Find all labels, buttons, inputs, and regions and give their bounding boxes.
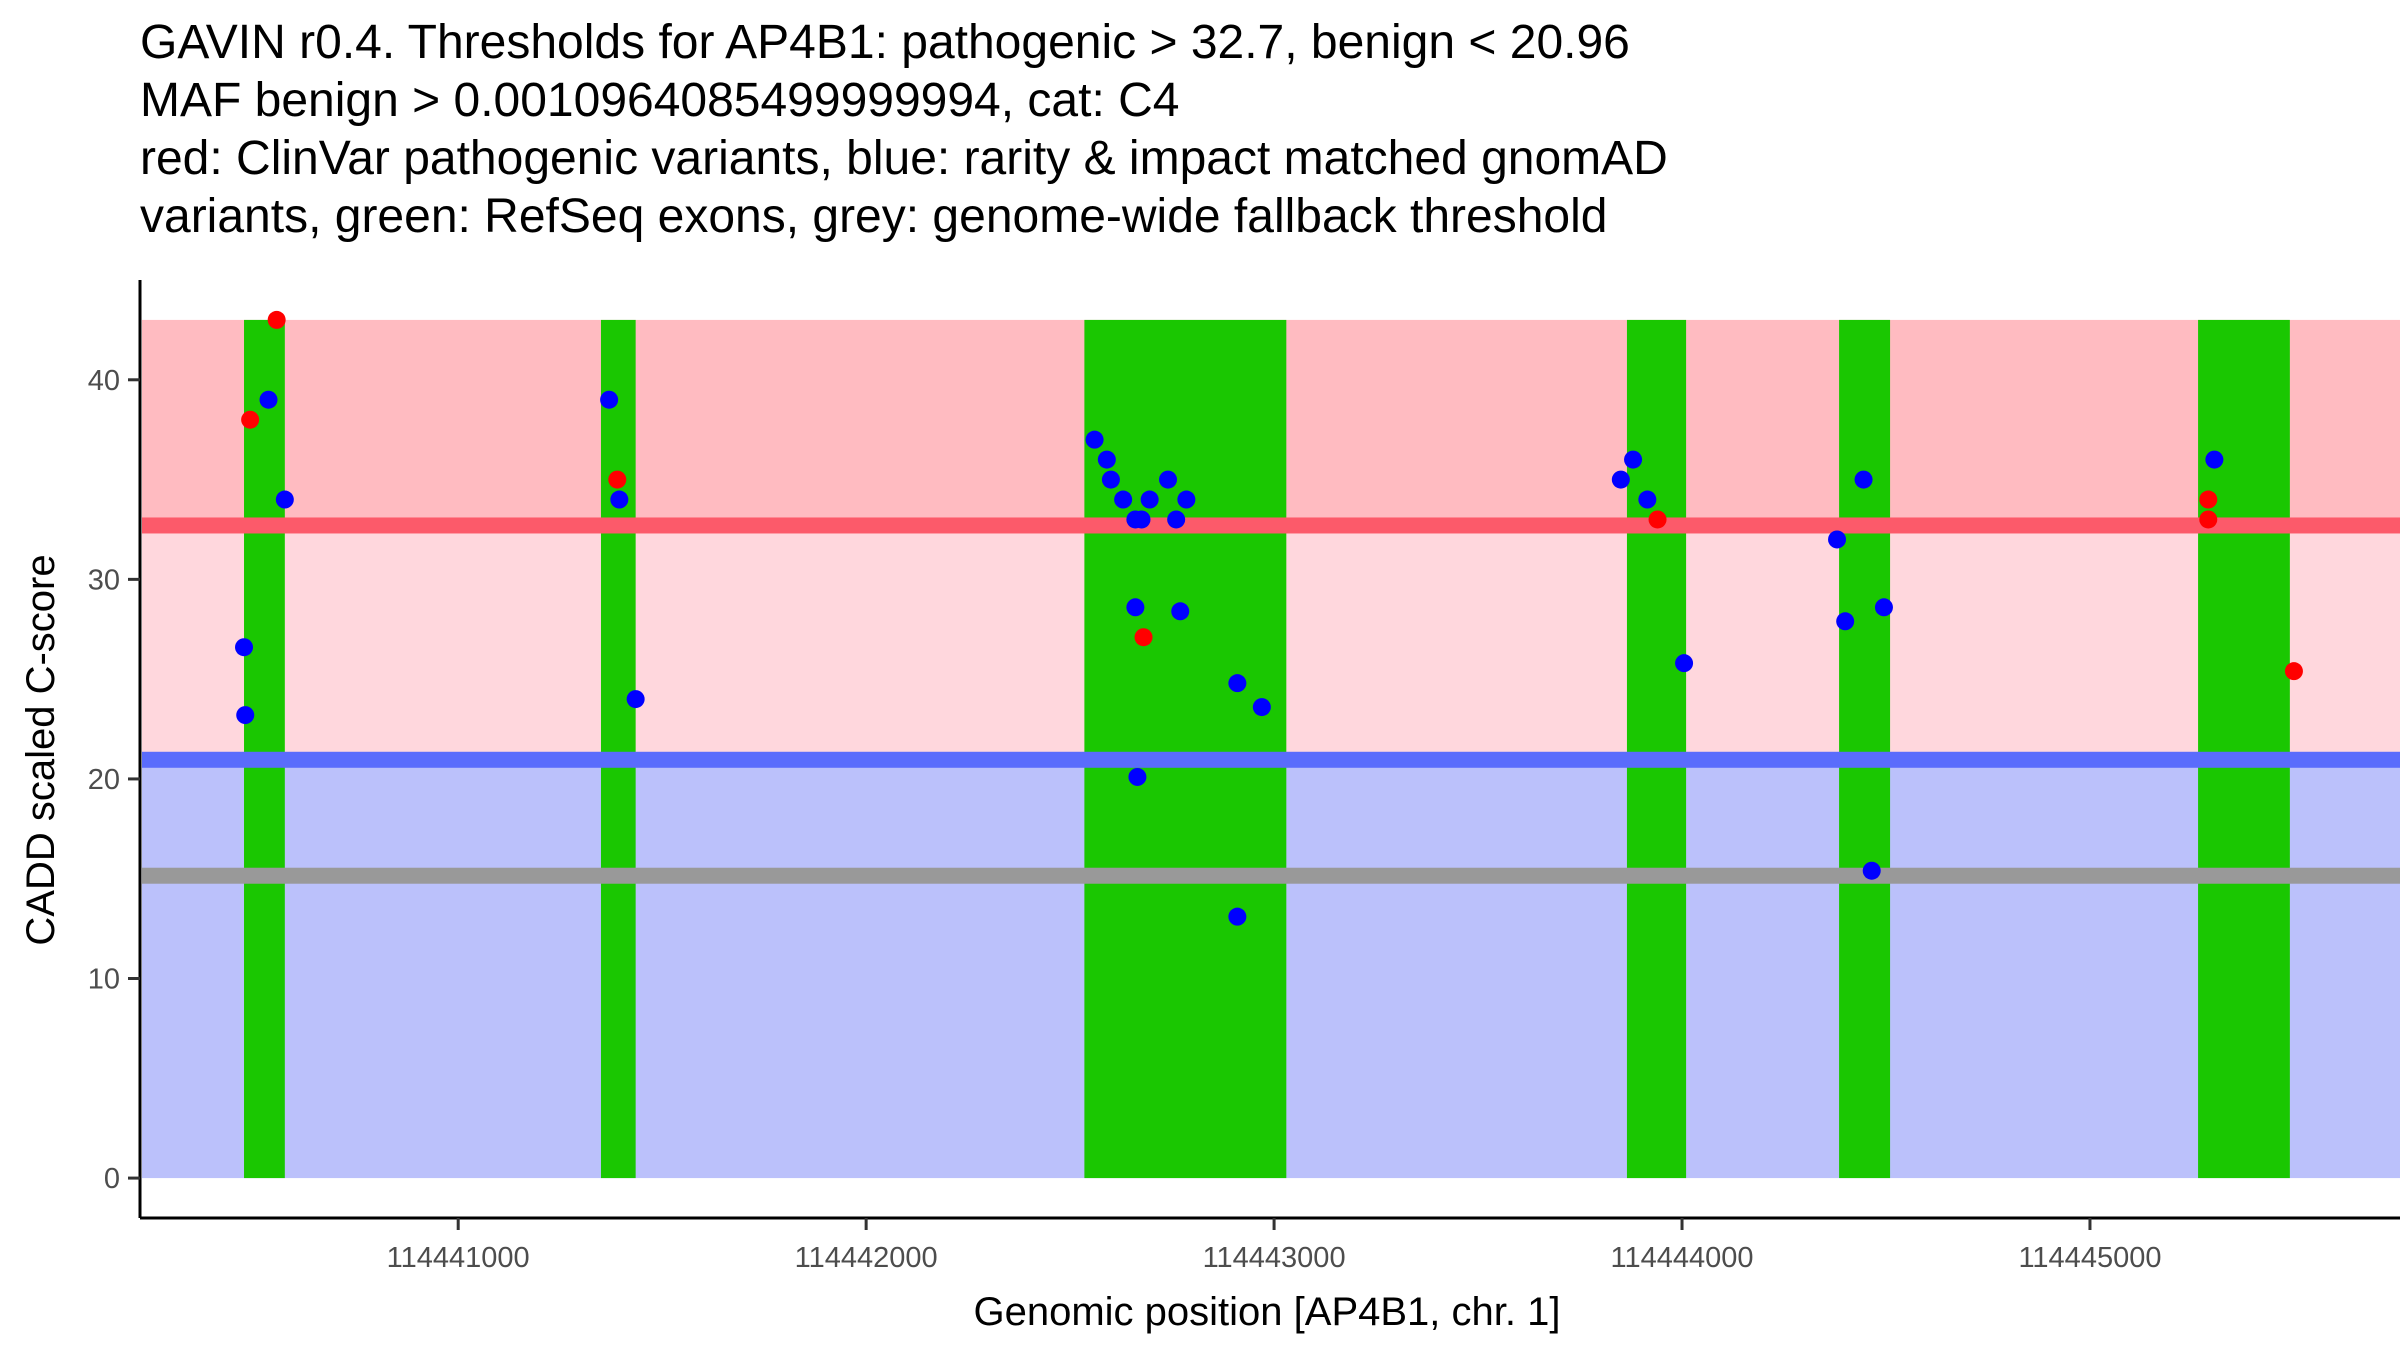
- title-line-3: red: ClinVar pathogenic variants, blue: …: [140, 132, 1668, 185]
- gnomad-point: [626, 690, 645, 709]
- threshold-lines: [142, 517, 2400, 884]
- clinvar-point: [1134, 628, 1153, 647]
- title-line-1: GAVIN r0.4. Thresholds for AP4B1: pathog…: [140, 16, 1630, 69]
- exon-bar-4: [1626, 319, 1687, 1179]
- gnomad-point: [1097, 450, 1116, 469]
- clinvar-point: [241, 410, 260, 429]
- gnomad-point: [235, 638, 254, 657]
- gnomad-point: [1132, 510, 1151, 529]
- y-tick-label: 0: [104, 1163, 120, 1195]
- gnomad-point: [1862, 861, 1881, 880]
- gnomad-point: [1171, 602, 1190, 621]
- gnomad-point: [1177, 490, 1196, 509]
- y-tick-label: 40: [88, 365, 120, 397]
- clinvar-point: [1648, 510, 1667, 529]
- gnomad-point: [1159, 470, 1178, 489]
- gnomad-point: [1854, 470, 1873, 489]
- clinvar-point: [267, 310, 286, 329]
- title-line-4: variants, green: RefSeq exons, grey: gen…: [140, 190, 1608, 243]
- gnomad-point: [1675, 654, 1694, 673]
- chart-title: GAVIN r0.4. Thresholds for AP4B1: pathog…: [140, 14, 2380, 246]
- x-tick-label: 114443000: [1203, 1242, 1346, 1274]
- title-line-2: MAF benign > 0.0010964085499999994, cat:…: [140, 74, 1180, 127]
- y-tick-label: 30: [88, 564, 120, 596]
- x-axis-title: Genomic position [AP4B1, chr. 1]: [974, 1290, 1561, 1334]
- gnomad-point: [1101, 470, 1120, 489]
- clinvar-point: [2199, 510, 2218, 529]
- exon-bar-6: [2198, 319, 2290, 1179]
- clinvar-point: [2199, 490, 2218, 509]
- gnomad-point: [1114, 490, 1133, 509]
- x-tick-label: 114441000: [387, 1242, 530, 1274]
- fallback-threshold-line: [142, 867, 2400, 884]
- gnomad-point: [1085, 430, 1104, 449]
- axis-ticks: 114441000 114442000 114443000 114444000 1144…: [88, 365, 2162, 1274]
- exon-bar-5: [1839, 319, 1891, 1179]
- gnomad-point: [1611, 470, 1630, 489]
- gnomad-point: [1228, 907, 1247, 926]
- gnomad-point: [1874, 598, 1893, 617]
- y-tick-label: 20: [88, 764, 120, 796]
- exon-bar-3: [1084, 319, 1287, 1179]
- x-tick-label: 114442000: [795, 1242, 938, 1274]
- exon-bar-2: [600, 319, 636, 1179]
- gnomad-point: [259, 390, 278, 409]
- gnomad-point: [610, 490, 629, 509]
- data-points: [235, 310, 2303, 926]
- gnomad-point: [1836, 612, 1855, 631]
- gnomad-point: [1167, 510, 1186, 529]
- gnomad-point: [600, 390, 619, 409]
- gnomad-point: [2205, 450, 2224, 469]
- x-tick-label: 114444000: [1611, 1242, 1754, 1274]
- gnomad-point: [1828, 530, 1847, 549]
- clinvar-point: [2284, 662, 2303, 681]
- benign-threshold-line: [142, 751, 2400, 768]
- x-tick-label: 114445000: [2018, 1242, 2161, 1274]
- exon-bar-1: [244, 319, 285, 1179]
- gnomad-point: [1638, 490, 1657, 509]
- pathogenic-threshold-line: [142, 517, 2400, 534]
- gnomad-point: [236, 706, 255, 725]
- gnomad-point: [1128, 767, 1147, 786]
- axes: [138, 280, 2400, 1220]
- gnomad-point: [1140, 490, 1159, 509]
- gnomad-point: [1228, 674, 1247, 693]
- gnomad-point: [275, 490, 294, 509]
- gnomad-point: [1624, 450, 1643, 469]
- gnomad-point: [1126, 598, 1145, 617]
- y-tick-label: 10: [88, 964, 120, 996]
- clinvar-point: [608, 470, 627, 489]
- y-axis-title: CADD scaled C-score: [19, 554, 63, 945]
- gnomad-point: [1252, 698, 1271, 717]
